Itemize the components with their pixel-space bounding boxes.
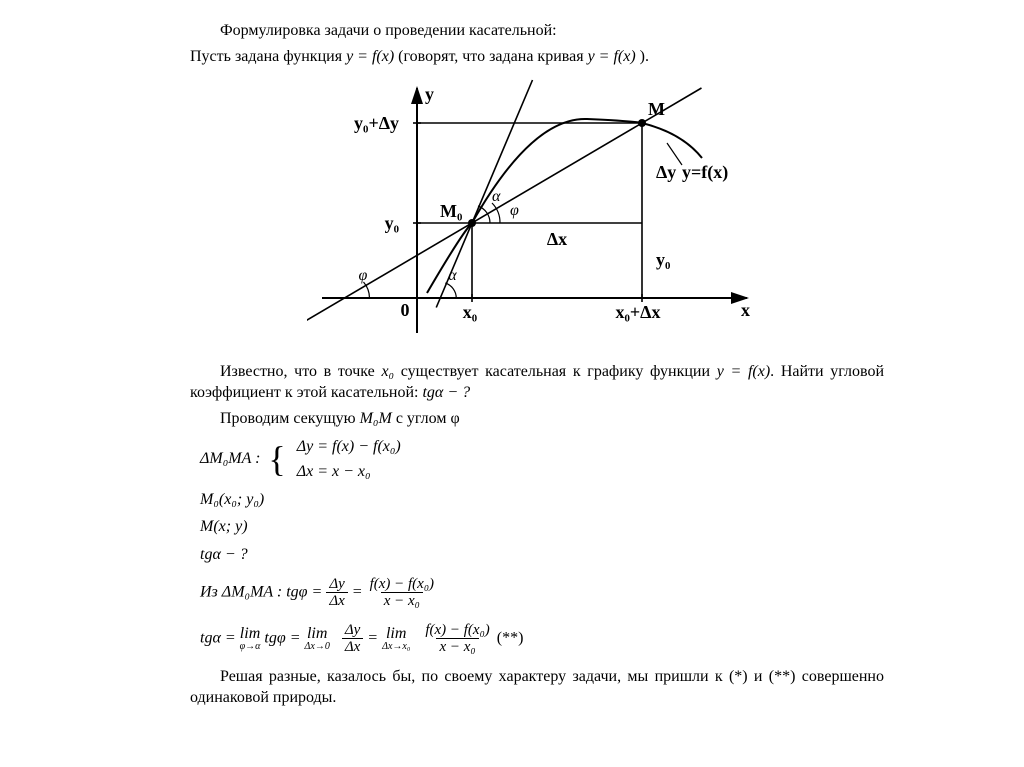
limit-line: tgα = lim φ→α tgφ = lim Δx→0 Δy Δx = lim… [200,622,884,656]
frac1-den: Δx [326,592,347,610]
frac-4: f(x) − f(x₀) x − x₀ [422,622,492,656]
p3-tga: tgα − ? [422,384,470,401]
frac-1: Δy Δx [326,576,347,610]
eq-2: = [367,629,382,646]
svg-text:x₀: x₀ [463,302,477,322]
document-body: Формулировка задачи о проведении касател… [190,20,884,709]
lim2-top: lim [307,626,327,642]
p2-eq1: y = f(x) [346,48,394,65]
lim-1: lim φ→α [240,626,261,652]
svg-text:y: y [425,84,434,104]
svg-text:y₀+Δy: y₀+Δy [354,113,399,133]
m-point: M(x; y) [200,516,884,538]
triangle-def: ΔM₀MA : { Δy = f(x) − f(x₀) Δx = x − x₀ [200,436,401,483]
p6-a: tgα = [200,629,240,646]
svg-text:x: x [741,300,750,320]
paragraph-1: Формулировка задачи о проведении касател… [190,20,884,42]
triangle-block: ΔM₀MA : { Δy = f(x) − f(x₀) Δx = x − x₀ [200,436,884,483]
frac3-num: Δy [342,622,363,639]
paragraph-3: Известно, что в точке x₀ существует каса… [190,361,884,404]
from-triangle: Из ΔM₀MA : tgφ = Δy Δx = f(x) − f(x₀) x … [200,576,884,610]
graph-wrapper: yx0MM₀y=f(x)x₀x₀+Δxy₀y₀+ΔyΔxΔyy₀αφφα [190,73,884,355]
svg-text:Δx: Δx [547,229,567,249]
svg-text:y=f(x): y=f(x) [682,162,728,183]
tri-label: ΔM₀MA : [200,448,260,470]
paragraph-4: Проводим секущую M₀M с углом φ [190,408,884,430]
frac4-den: x − x₀ [436,638,478,656]
svg-text:y₀: y₀ [385,213,399,233]
star-mark: (**) [497,629,524,646]
svg-text:M: M [648,99,665,119]
frac1-num: Δy [326,576,347,593]
p4-a: Проводим секущую [220,410,360,427]
p3-a: Известно, что в точке [220,363,381,380]
paragraph-7: Решая разные, казалось бы, по своему хар… [190,666,884,709]
m0-point: M₀(x₀; y₀) [200,489,884,511]
svg-text:Δy: Δy [656,162,676,182]
frac-3: Δy Δx [342,622,363,656]
lim2-sub: Δx→0 [305,642,330,652]
lim3-sub: Δx→x₀ [382,642,410,652]
p2-text-c: ). [640,48,649,65]
paragraph-2: Пусть задана функция y = f(x) (говорят, … [190,46,884,68]
p2-eq2: y = f(x) [588,48,636,65]
frac3-den: Δx [342,638,363,656]
svg-text:α: α [448,267,457,284]
svg-text:α: α [492,188,501,205]
p5-tri: ΔM₀MA : tgφ = [222,583,327,600]
eq-dy: Δy = f(x) − f(x₀) [297,436,401,458]
tga-question: tgα − ? [200,544,884,566]
tangent-graph: yx0MM₀y=f(x)x₀x₀+Δxy₀y₀+ΔyΔxΔyy₀αφφα [307,73,767,348]
svg-text:y₀: y₀ [656,250,670,270]
svg-text:M₀: M₀ [440,201,462,221]
eq-1: = [352,583,367,600]
lim1-top: lim [240,626,260,642]
svg-text:x₀+Δx: x₀+Δx [616,302,661,322]
p3-b: существует касательная к графику функции [394,363,717,380]
frac4-num: f(x) − f(x₀) [422,622,492,639]
p4-b: с углом φ [392,410,460,427]
p3-yfx: y = f(x) [717,363,770,380]
p5-a: Из [200,583,222,600]
lim1-sub: φ→α [240,642,261,652]
svg-text:0: 0 [401,300,410,320]
p6-b: tgφ = [264,629,304,646]
lim-3: lim Δx→x₀ [382,626,410,652]
frac2-den: x − x₀ [381,592,423,610]
lim-2: lim Δx→0 [305,626,330,652]
eq-dx: Δx = x − x₀ [297,461,401,483]
p4-m0m: M₀M [360,410,392,427]
lim3-top: lim [386,626,406,642]
p2-text-a: Пусть задана функция [190,48,346,65]
brace-icon: { [268,441,285,477]
frac2-num: f(x) − f(x₀) [367,576,437,593]
p3-x0: x₀ [381,363,394,380]
p2-text-b: (говорят, что задана кривая [398,48,587,65]
svg-text:φ: φ [510,202,519,219]
svg-text:φ: φ [359,267,368,284]
frac-2: f(x) − f(x₀) x − x₀ [367,576,437,610]
stack-eqs: Δy = f(x) − f(x₀) Δx = x − x₀ [297,436,401,483]
